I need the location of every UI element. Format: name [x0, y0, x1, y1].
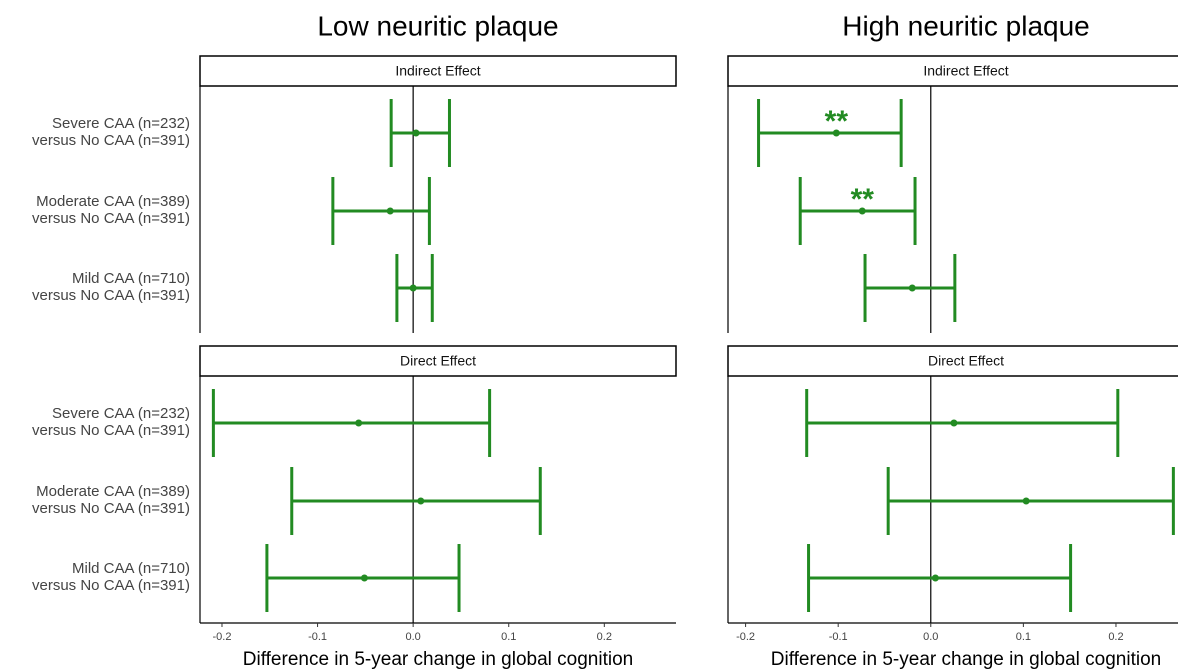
strip-label: Indirect Effect — [395, 63, 480, 79]
category-label: versus No CAA (n=391) — [32, 210, 190, 227]
x-axis-title: Difference in 5-year change in global co… — [771, 649, 1161, 670]
x-tick-label: 0.1 — [1016, 631, 1031, 643]
category-label: Moderate CAA (n=389) — [36, 193, 190, 210]
strip-label: Indirect Effect — [923, 63, 1008, 79]
strip-label: Direct Effect — [928, 353, 1004, 369]
category-label: Moderate CAA (n=389) — [36, 483, 190, 500]
x-tick-label: -0.1 — [308, 631, 327, 643]
category-label: Severe CAA (n=232) — [52, 115, 190, 132]
point-estimate — [908, 284, 916, 292]
strip — [727, 345, 1178, 377]
strip — [199, 55, 677, 87]
x-tick-label: 0.2 — [1108, 631, 1123, 643]
category-label: versus No CAA (n=391) — [32, 132, 190, 149]
category-label: versus No CAA (n=391) — [32, 287, 190, 304]
point-estimate — [386, 207, 394, 215]
point-estimate — [360, 574, 368, 582]
x-tick-label: 0.1 — [501, 631, 516, 643]
category-label: versus No CAA (n=391) — [32, 422, 190, 439]
x-tick-label: -0.1 — [829, 631, 848, 643]
point-estimate — [1022, 497, 1030, 505]
category-label: Mild CAA (n=710) — [72, 270, 190, 287]
point-estimate — [412, 129, 420, 137]
point-estimate — [858, 207, 866, 215]
column-title: Low neuritic plaque — [317, 10, 558, 41]
category-label: Mild CAA (n=710) — [72, 560, 190, 577]
point-estimate — [417, 497, 425, 505]
point-estimate — [950, 419, 958, 427]
strip — [727, 55, 1178, 87]
x-tick-label: -0.2 — [212, 631, 231, 643]
x-tick-label: -0.2 — [736, 631, 755, 643]
point-estimate — [832, 129, 840, 137]
significance-label: ** — [851, 183, 875, 216]
x-axis-title: Difference in 5-year change in global co… — [243, 649, 633, 670]
x-tick-label: 0.2 — [597, 631, 612, 643]
point-estimate — [931, 574, 939, 582]
category-label: versus No CAA (n=391) — [32, 500, 190, 517]
strip — [199, 345, 677, 377]
strip-label: Direct Effect — [400, 353, 476, 369]
column-title: High neuritic plaque — [842, 10, 1090, 41]
category-label: versus No CAA (n=391) — [32, 577, 190, 594]
x-tick-label: 0.0 — [923, 631, 938, 643]
category-label: Severe CAA (n=232) — [52, 405, 190, 422]
point-estimate — [355, 419, 363, 427]
point-estimate — [409, 284, 417, 292]
x-tick-label: 0.0 — [406, 631, 421, 643]
significance-label: ** — [825, 105, 849, 138]
